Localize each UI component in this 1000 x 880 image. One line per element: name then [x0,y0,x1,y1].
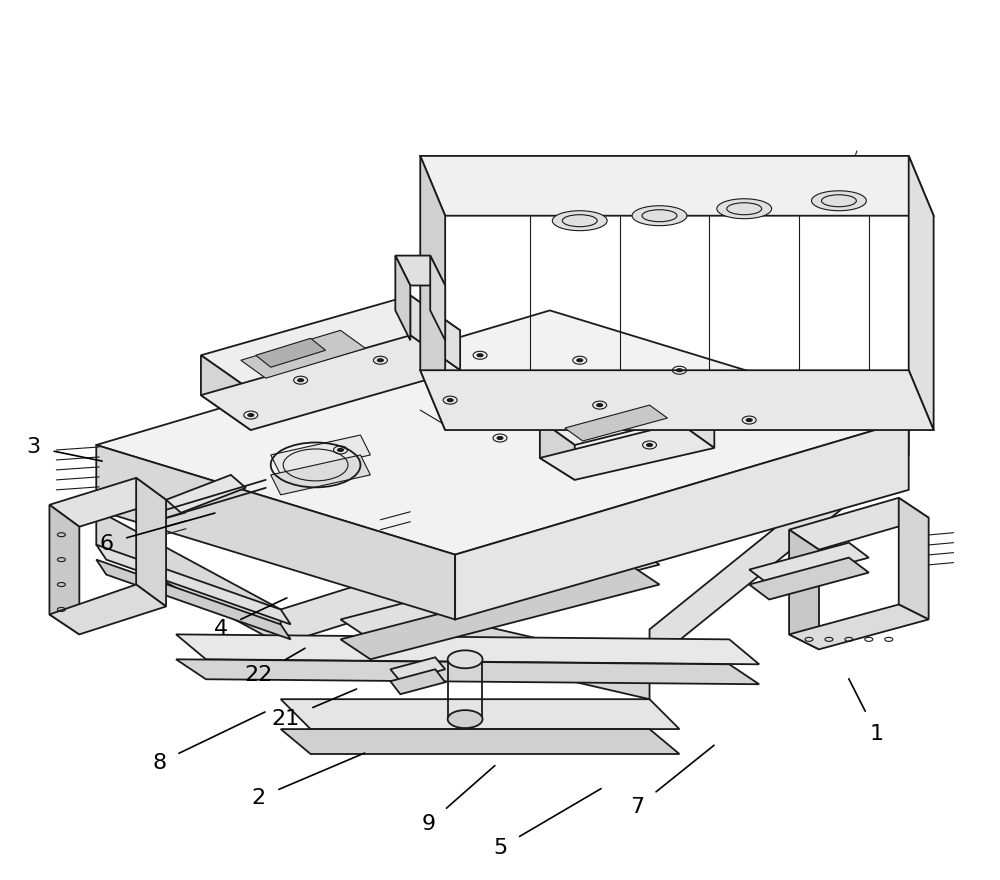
Text: 22: 22 [245,649,305,686]
Polygon shape [420,156,934,216]
Polygon shape [455,420,909,620]
Polygon shape [96,545,291,625]
Text: 4: 4 [214,598,287,639]
Polygon shape [789,605,929,649]
Polygon shape [420,156,445,430]
Polygon shape [201,356,251,430]
Polygon shape [136,478,166,606]
Text: 9: 9 [421,766,495,834]
Ellipse shape [597,404,603,407]
Ellipse shape [447,399,453,401]
Polygon shape [650,420,909,664]
Polygon shape [565,405,667,441]
Ellipse shape [497,436,503,439]
Polygon shape [789,498,929,550]
Polygon shape [420,370,934,430]
Polygon shape [49,505,79,634]
Polygon shape [540,385,714,445]
Polygon shape [49,584,166,634]
Polygon shape [390,657,445,681]
Polygon shape [96,311,909,554]
Text: 5: 5 [493,788,601,858]
Polygon shape [749,543,869,584]
Polygon shape [201,296,460,390]
Text: 21: 21 [272,689,357,729]
Polygon shape [256,338,326,367]
Text: 6: 6 [99,513,215,554]
Polygon shape [341,545,659,640]
Polygon shape [166,475,246,513]
Polygon shape [395,255,410,341]
Ellipse shape [632,206,687,225]
Polygon shape [49,478,166,527]
Polygon shape [271,455,370,495]
Ellipse shape [248,414,254,416]
Text: 2: 2 [252,753,365,808]
Polygon shape [909,156,934,430]
Polygon shape [176,634,759,664]
Ellipse shape [746,419,752,422]
Text: 3: 3 [26,437,102,461]
Polygon shape [540,423,714,480]
Polygon shape [96,560,291,640]
Ellipse shape [338,449,343,451]
Polygon shape [789,530,819,649]
Polygon shape [271,435,370,475]
Text: 8: 8 [152,712,265,773]
Polygon shape [410,296,460,370]
Ellipse shape [477,354,483,356]
Polygon shape [241,330,365,378]
Polygon shape [96,445,455,620]
Polygon shape [540,420,575,480]
Polygon shape [395,255,445,285]
Polygon shape [455,620,650,700]
Ellipse shape [717,199,772,219]
Polygon shape [899,498,929,620]
Polygon shape [281,700,679,730]
Ellipse shape [577,359,583,362]
Ellipse shape [377,359,383,362]
Ellipse shape [448,710,483,728]
Polygon shape [201,335,460,430]
Text: 1: 1 [849,678,884,744]
Polygon shape [679,385,714,448]
Ellipse shape [812,191,866,210]
Text: 7: 7 [631,745,714,817]
Ellipse shape [298,378,304,382]
Ellipse shape [647,444,653,446]
Ellipse shape [676,369,682,371]
Polygon shape [430,255,445,341]
Polygon shape [341,565,659,659]
Polygon shape [281,730,679,754]
Ellipse shape [448,650,483,668]
Polygon shape [176,659,759,685]
Polygon shape [749,558,869,599]
Polygon shape [390,670,445,694]
Ellipse shape [552,210,607,231]
Polygon shape [281,554,455,644]
Polygon shape [96,510,281,644]
